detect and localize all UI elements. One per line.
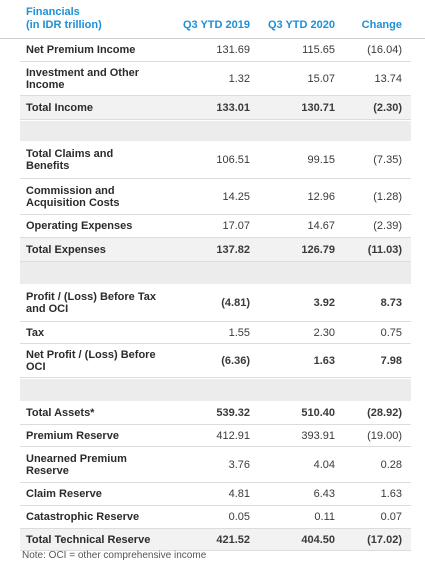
row-value-2020: 115.65: [302, 43, 335, 56]
table-row: Unearned Premium Reserve 3.76 4.04 0.28: [20, 447, 411, 483]
row-value-2019: 0.05: [228, 511, 250, 523]
row-label: Investment and Other Income: [26, 66, 140, 91]
row-value-2019: 133.01: [216, 101, 250, 114]
table-row: Total Claims and Benefits 106.51 99.15 (…: [20, 141, 411, 179]
row-value-change: (19.00): [367, 429, 402, 442]
row-value-2019: 14.25: [222, 190, 250, 203]
row-value-2020: 126.79: [301, 243, 335, 256]
row-value-2020: 510.40: [301, 406, 335, 419]
row-value-change: (7.35): [373, 153, 402, 166]
row-label: Commission and Acquisition Costs: [26, 184, 120, 209]
header-title-line1: Financials: [26, 6, 80, 18]
section-spacer: [20, 379, 411, 401]
table-row: Total Assets* 539.32 510.40 (28.92): [20, 401, 411, 425]
row-value-2019: 421.52: [216, 533, 250, 546]
row-value-change: (16.04): [367, 43, 402, 56]
table-row-total: Total Technical Reserve 421.52 404.50 (1…: [20, 529, 411, 551]
row-value-2020: 3.92: [313, 296, 335, 309]
row-value-2020: 2.30: [313, 326, 335, 339]
row-label: Total Expenses: [26, 243, 106, 256]
table-row: Net Profit / (Loss) Before OCI (6.36) 1.…: [20, 344, 411, 378]
header-col-2020: Q3 YTD 2020: [267, 19, 335, 31]
section-spacer: [20, 262, 411, 284]
table-row: Premium Reserve 412.91 393.91 (19.00): [20, 425, 411, 447]
table-row: Investment and Other Income 1.32 15.07 1…: [20, 62, 411, 96]
row-value-change: 0.28: [380, 458, 402, 471]
table-row: Operating Expenses 17.07 14.67 (2.39): [20, 215, 411, 238]
row-label: Net Profit / (Loss) Before OCI: [26, 348, 156, 373]
row-value-2020: 393.91: [301, 429, 335, 442]
row-label: Total Assets*: [26, 406, 95, 419]
table-row: Net Premium Income 131.69 115.65 (16.04): [20, 38, 411, 62]
header-title-line2: (in IDR trillion): [26, 19, 102, 31]
row-label: Profit / (Loss) Before Tax and OCI: [26, 290, 156, 315]
row-label: Claim Reserve: [26, 488, 102, 500]
header-col-change: Change: [361, 19, 402, 31]
row-value-2019: 4.81: [228, 488, 250, 500]
row-value-change: (17.02): [367, 533, 402, 546]
table-row: Commission and Acquisition Costs 14.25 1…: [20, 179, 411, 215]
row-value-change: 8.73: [380, 296, 402, 309]
row-label: Tax: [26, 326, 45, 339]
row-value-2020: 404.50: [301, 533, 335, 546]
row-value-change: (2.30): [373, 101, 402, 114]
row-value-2019: 137.82: [216, 243, 250, 256]
row-label: Premium Reserve: [26, 429, 119, 442]
row-value-change: 7.98: [380, 354, 402, 367]
row-value-2020: 15.07: [307, 72, 335, 85]
table-row: Tax 1.55 2.30 0.75: [20, 322, 411, 344]
row-label: Catastrophic Reserve: [26, 511, 140, 523]
table-row: Claim Reserve 4.81 6.43 1.63: [20, 483, 411, 506]
row-value-change: (1.28): [373, 190, 402, 203]
row-value-2019: 539.32: [216, 406, 250, 419]
row-label: Total Income: [26, 101, 94, 114]
row-value-2020: 12.96: [307, 190, 335, 203]
row-label: Net Premium Income: [26, 43, 136, 56]
row-label: Unearned Premium Reserve: [26, 452, 127, 477]
row-value-2019: (6.36): [221, 354, 250, 367]
row-label: Total Claims and Benefits: [26, 147, 114, 172]
row-value-2019: 131.69: [216, 43, 250, 56]
row-value-change: (11.03): [367, 243, 402, 256]
table-row: Profit / (Loss) Before Tax and OCI (4.81…: [20, 284, 411, 322]
table-header: Financials (in IDR trillion) Q3 YTD 2019…: [0, 0, 425, 39]
row-value-2019: 3.76: [228, 458, 250, 471]
header-title: Financials (in IDR trillion): [26, 6, 102, 32]
row-value-2020: 1.63: [313, 354, 335, 367]
row-value-change: 0.07: [380, 511, 402, 523]
row-value-2019: 1.32: [228, 72, 250, 85]
row-value-2020: 6.43: [313, 488, 335, 500]
section-spacer: [20, 121, 411, 141]
row-value-2020: 130.71: [301, 101, 335, 114]
header-col-2019: Q3 YTD 2019: [182, 19, 250, 31]
table-row-total: Total Expenses 137.82 126.79 (11.03): [20, 238, 411, 262]
row-label: Operating Expenses: [26, 220, 133, 232]
row-value-2019: 17.07: [222, 220, 250, 232]
row-value-change: 1.63: [380, 488, 402, 500]
row-value-2019: 106.51: [216, 153, 250, 166]
row-value-change: (2.39): [373, 220, 402, 232]
row-value-2019: 1.55: [228, 326, 250, 339]
row-value-2019: 412.91: [216, 429, 250, 442]
table-row-total: Total Income 133.01 130.71 (2.30): [20, 96, 411, 120]
row-value-2020: 14.67: [307, 220, 335, 232]
table-row: Catastrophic Reserve 0.05 0.11 0.07: [20, 506, 411, 529]
row-value-change: (28.92): [367, 406, 402, 419]
row-value-2020: 0.11: [314, 511, 335, 523]
row-label: Total Technical Reserve: [26, 533, 151, 546]
row-value-2019: (4.81): [221, 296, 250, 309]
row-value-2020: 4.04: [313, 458, 335, 471]
row-value-change: 13.74: [374, 72, 402, 85]
row-value-2020: 99.15: [307, 153, 335, 166]
footnote: Note: OCI = other comprehensive income: [22, 550, 207, 561]
row-value-change: 0.75: [380, 326, 402, 339]
